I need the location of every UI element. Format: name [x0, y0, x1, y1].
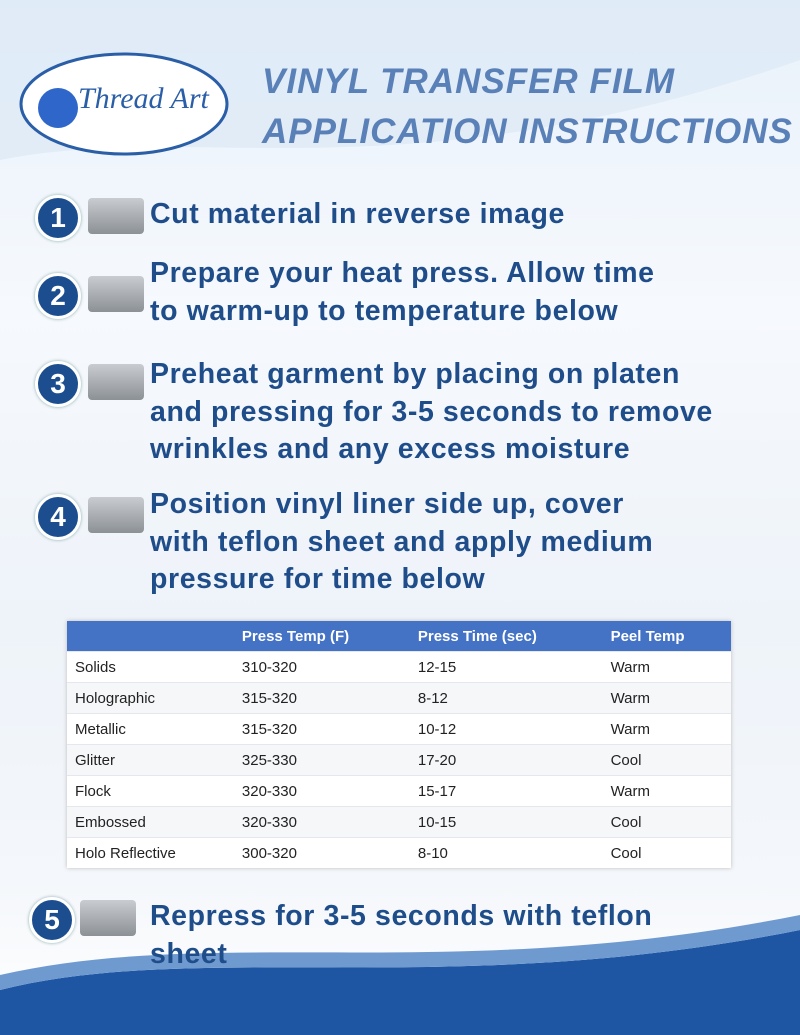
step-text: Position vinyl liner side up, cover — [150, 488, 624, 520]
table-cell: Embossed — [67, 806, 234, 838]
table-row: Embossed 320-330 10-15 Cool — [67, 806, 731, 838]
table-row: Holographic 315-320 8-12 Warm — [67, 682, 731, 714]
step-icon — [88, 198, 144, 234]
step-number: 3 — [35, 361, 81, 407]
table-cell: 17-20 — [409, 744, 603, 776]
table-cell: 315-320 — [233, 682, 410, 714]
table-cell: 320-330 — [233, 775, 410, 807]
table-cell: Flock — [67, 775, 234, 807]
table-row: Metallic 315-320 10-12 Warm — [67, 713, 731, 745]
table-cell: Warm — [602, 775, 731, 807]
step-text: pressure for time below — [150, 563, 486, 595]
step-text: sheet — [150, 937, 228, 970]
step-text: Repress for 3-5 seconds with teflon — [150, 900, 653, 932]
step-icon — [88, 276, 144, 312]
table-cell: Cool — [602, 744, 731, 776]
table-row: Solids 310-320 12-15 Warm — [67, 651, 731, 683]
table-cell: Glitter — [67, 744, 234, 776]
table-cell: 320-330 — [233, 806, 410, 838]
step-icon — [88, 497, 144, 533]
step-text: Preheat garment by placing on platen — [150, 358, 680, 390]
table-cell: Holographic — [67, 682, 234, 714]
table-cell: Cool — [602, 837, 731, 868]
column-header: Press Temp (F) — [233, 621, 410, 652]
table-cell: 325-330 — [233, 744, 410, 776]
table-cell: 315-320 — [233, 713, 410, 745]
column-header: Press Time (sec) — [409, 621, 603, 652]
table-cell: 15-17 — [409, 775, 603, 807]
table-cell: 10-12 — [409, 713, 603, 745]
step-number: 1 — [35, 195, 81, 241]
column-header — [67, 621, 234, 652]
table-cell: Metallic — [67, 713, 234, 745]
table-cell: 8-10 — [409, 837, 603, 868]
table-cell: Solids — [67, 651, 234, 683]
step-text: to warm-up to temperature below — [150, 294, 619, 327]
settings-table: Press Temp (F) Press Time (sec) Peel Temp S… — [67, 621, 731, 868]
column-header: Peel Temp — [602, 621, 731, 652]
logo: Thread Art — [78, 82, 209, 115]
step-number: 5 — [29, 897, 75, 943]
table-cell: 8-12 — [409, 682, 603, 714]
step-number: 4 — [35, 494, 81, 540]
table-cell: Holo Reflective — [67, 837, 234, 868]
header-row: Press Temp (F) Press Time (sec) Peel Temp — [67, 621, 731, 652]
step-number: 2 — [35, 273, 81, 319]
table-cell: 12-15 — [409, 651, 603, 683]
step-text: Prepare your heat press. Allow time — [150, 257, 655, 289]
table-row: Flock 320-330 15-17 Warm — [67, 775, 731, 807]
table-cell: Cool — [602, 806, 731, 838]
step-text: Cut material in reverse image — [150, 198, 565, 230]
step-text: and pressing for 3-5 seconds to remove — [150, 395, 713, 428]
table-cell: Warm — [602, 713, 731, 745]
table-cell: 310-320 — [233, 651, 410, 683]
table-cell: Warm — [602, 651, 731, 683]
step-icon — [88, 364, 144, 400]
title: VINYL TRANSFER FILM — [262, 62, 676, 101]
table-row: Holo Reflective 300-320 8-10 Cool — [67, 837, 731, 868]
table-cell: Warm — [602, 682, 731, 714]
title: APPLICATION INSTRUCTIONS — [262, 112, 793, 151]
step-icon — [80, 900, 136, 936]
table-row: Glitter 325-330 17-20 Cool — [67, 744, 731, 776]
table-cell: 300-320 — [233, 837, 410, 868]
step-text: wrinkles and any excess moisture — [150, 433, 631, 465]
table-cell: 10-15 — [409, 806, 603, 838]
step-text: with teflon sheet and apply medium — [150, 525, 654, 558]
